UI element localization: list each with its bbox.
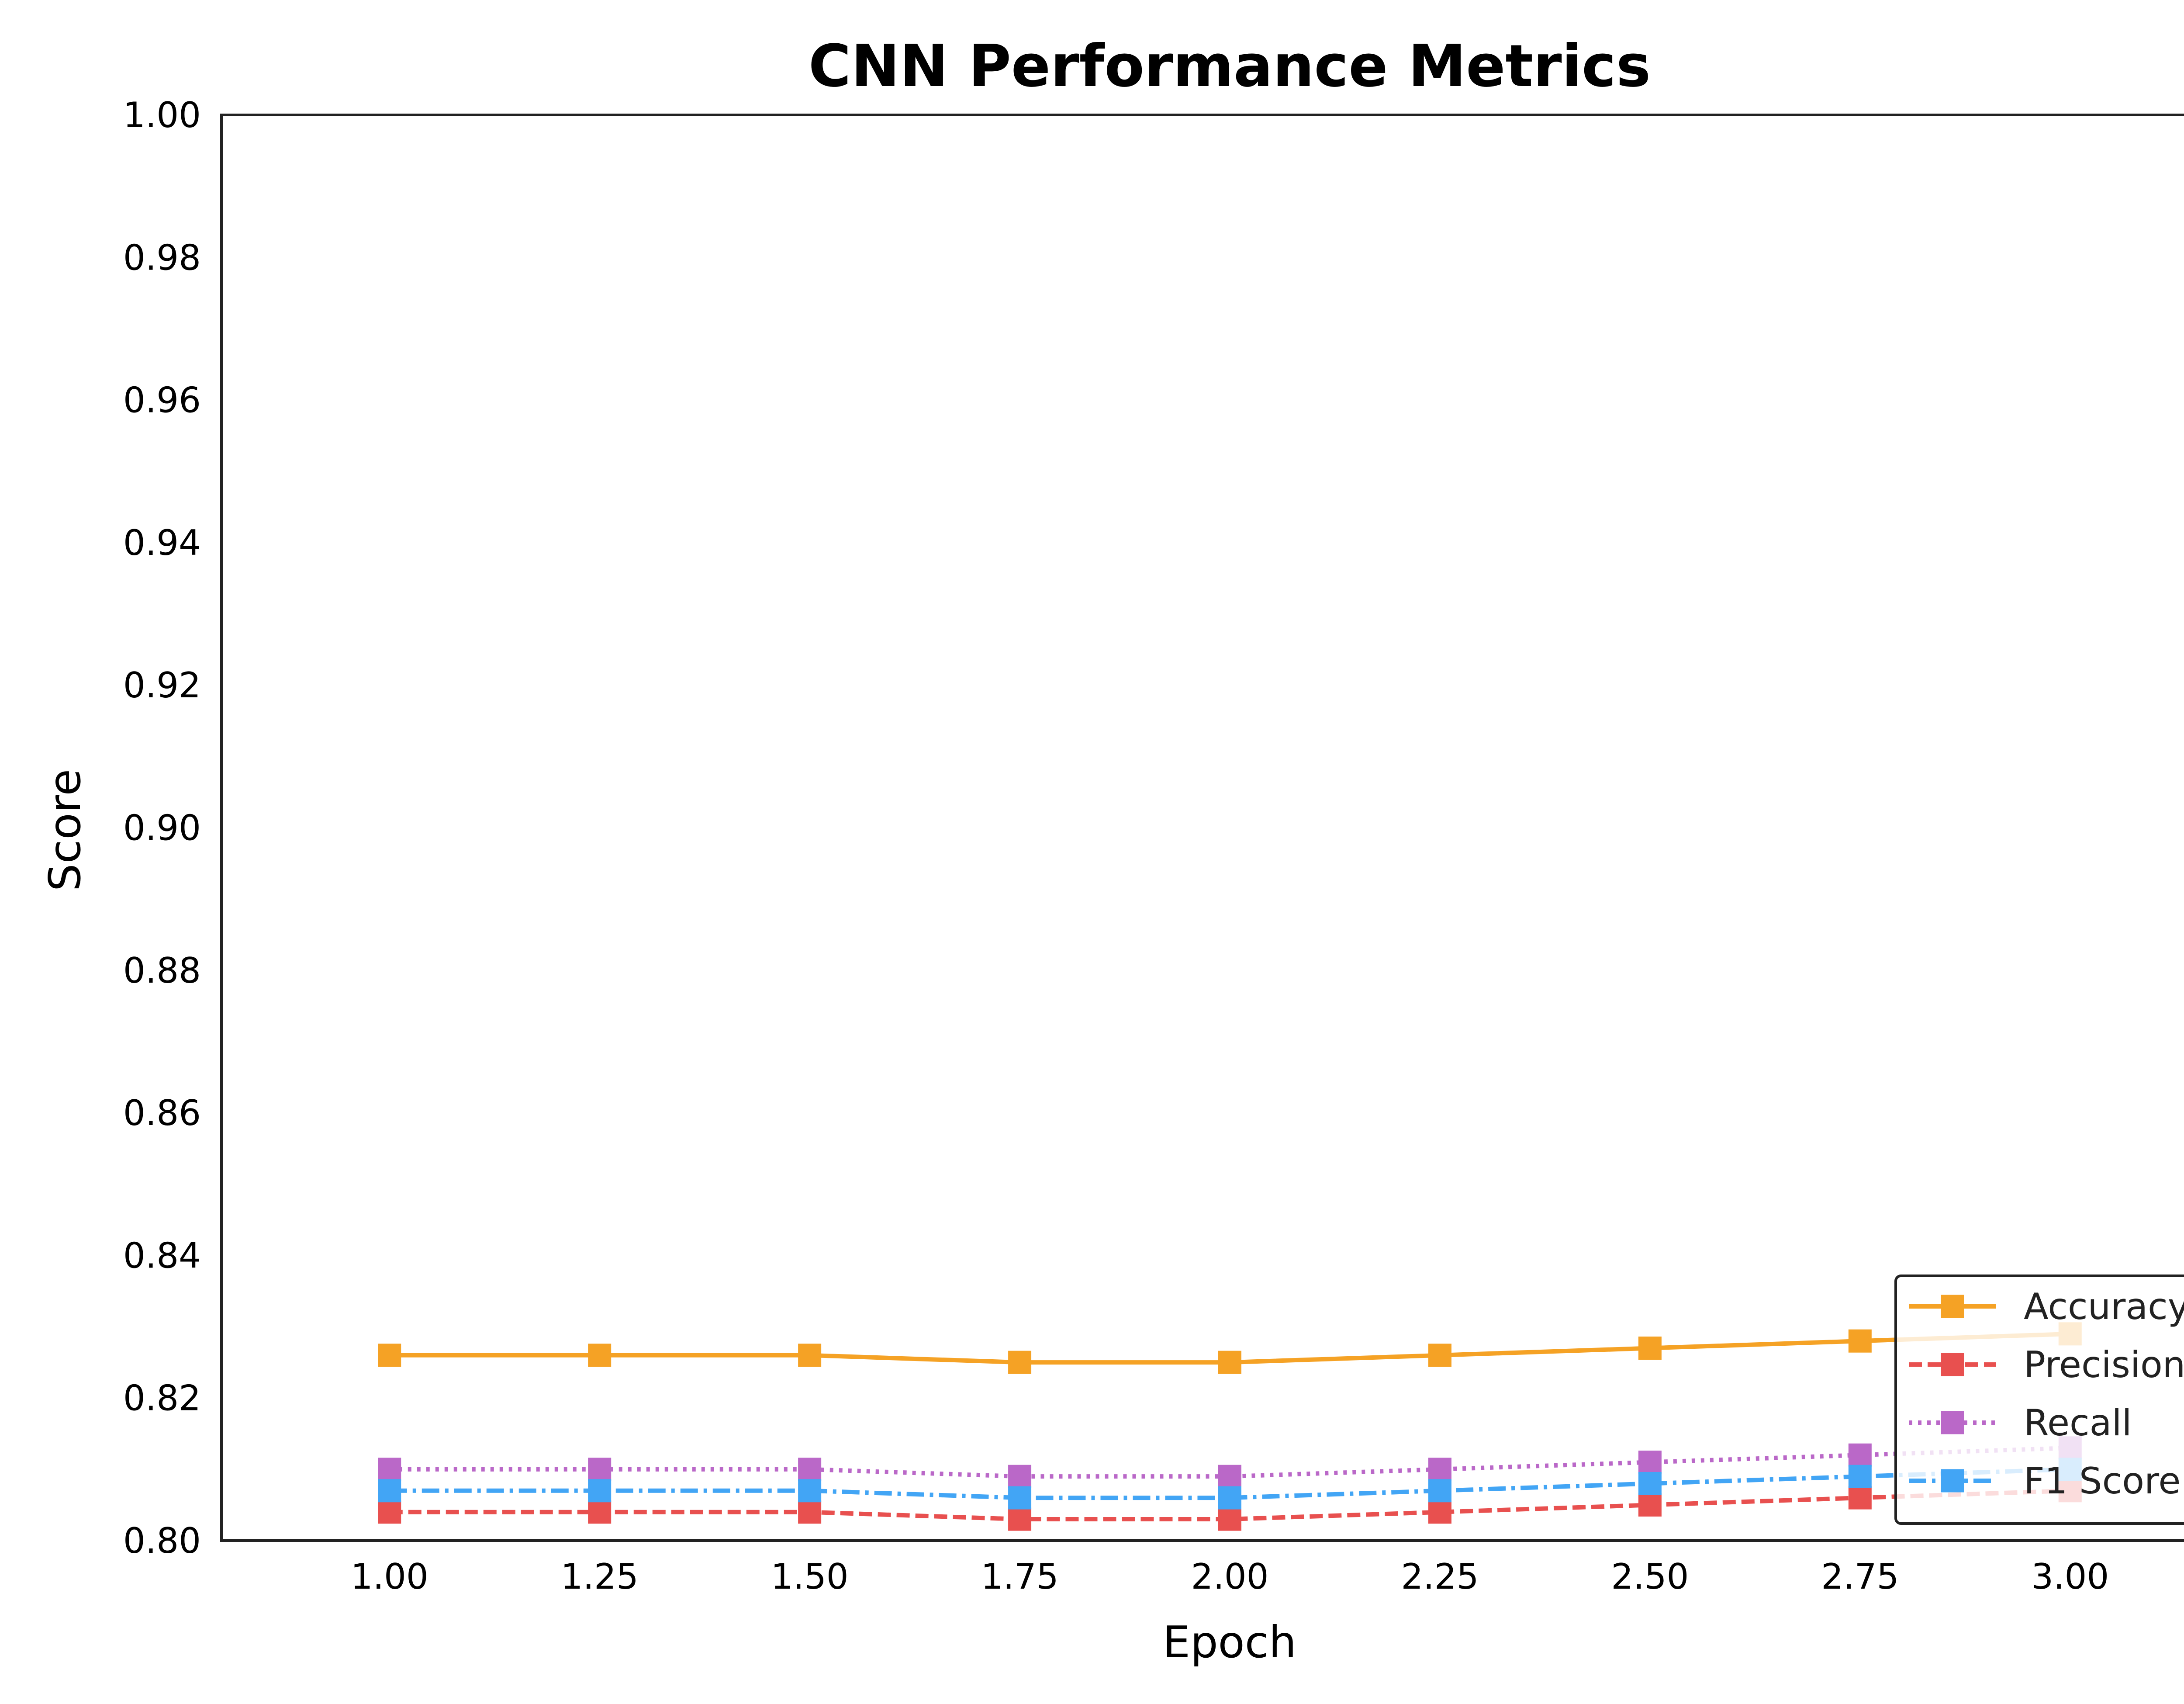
x-tick-label: 2.00 <box>1191 1556 1268 1597</box>
data-point <box>1218 1507 1241 1531</box>
x-tick-label: 1.00 <box>351 1556 429 1597</box>
series-accuracy <box>378 1322 2082 1374</box>
y-tick-label: 1.00 <box>123 95 201 135</box>
y-tick-label: 0.94 <box>123 523 201 563</box>
data-point <box>1008 1465 1032 1488</box>
data-point <box>1848 1443 1872 1467</box>
y-tick-label: 0.92 <box>123 665 201 706</box>
legend: Accuracy Precision Recall F1 Score <box>1894 1275 2184 1525</box>
data-point <box>1848 1329 1872 1353</box>
data-point <box>798 1458 822 1481</box>
data-point <box>378 1344 401 1367</box>
data-point <box>1218 1351 1241 1374</box>
data-point <box>1428 1344 1451 1367</box>
y-axis-label: Score <box>39 769 90 891</box>
data-point <box>1008 1507 1032 1531</box>
data-point <box>378 1500 401 1524</box>
y-tick-label: 0.90 <box>123 808 201 849</box>
y-tick-label: 0.82 <box>123 1378 201 1419</box>
y-tick-label: 0.98 <box>123 237 201 278</box>
y-tick-label: 0.84 <box>123 1235 201 1276</box>
series-precision <box>378 1479 2082 1531</box>
legend-label: Precision <box>2024 1344 2184 1386</box>
legend-item: Recall <box>1909 1402 2132 1444</box>
data-point <box>588 1458 612 1481</box>
legend-item: Accuracy <box>1909 1285 2184 1328</box>
axis-ticks: 1.00 1.25 1.50 1.75 2.00 2.25 2.50 2.75 3.00 0.80… <box>123 95 2109 1597</box>
data-point <box>1848 1486 1872 1510</box>
data-point <box>1638 1493 1662 1517</box>
data-point <box>1638 1336 1662 1360</box>
data-point <box>378 1479 401 1503</box>
y-tick-label: 0.96 <box>123 380 201 421</box>
data-point <box>1428 1458 1451 1481</box>
chart-title: CNN Performance Metrics <box>809 33 1651 100</box>
y-tick-label: 0.86 <box>123 1093 201 1133</box>
x-tick-label: 2.25 <box>1401 1556 1479 1597</box>
legend-item: F1 Score <box>1909 1460 2181 1502</box>
legend-marker <box>1941 1469 1964 1493</box>
data-point <box>1848 1465 1872 1488</box>
legend-box <box>1894 1275 2184 1525</box>
plot-frame <box>220 114 2184 1542</box>
y-tick-label: 0.88 <box>123 950 201 991</box>
data-point <box>588 1500 612 1524</box>
x-tick-label: 2.50 <box>1611 1556 1689 1597</box>
legend-marker <box>1941 1295 1964 1318</box>
legend-marker <box>1941 1353 1964 1376</box>
series-layer <box>378 1322 2082 1531</box>
x-tick-label: 2.75 <box>1821 1556 1899 1597</box>
series-line-precision <box>389 1488 2070 1522</box>
data-point <box>798 1479 822 1503</box>
legend-label: F1 Score <box>2024 1460 2181 1502</box>
x-tick-label: 1.25 <box>561 1556 639 1597</box>
data-point <box>588 1344 612 1367</box>
data-point <box>1008 1486 1032 1510</box>
legend-item: Precision <box>1909 1344 2184 1386</box>
data-point <box>378 1458 401 1481</box>
legend-marker <box>1941 1411 1964 1434</box>
data-point <box>798 1500 822 1524</box>
x-axis-label: Epoch <box>1163 1617 1296 1668</box>
x-tick-label: 1.50 <box>771 1556 849 1597</box>
data-point <box>588 1479 612 1503</box>
data-point <box>1218 1465 1241 1488</box>
data-point <box>1218 1486 1241 1510</box>
data-point <box>1428 1500 1451 1524</box>
data-point <box>1008 1351 1032 1374</box>
y-tick-label: 0.80 <box>123 1520 201 1561</box>
data-point <box>1428 1479 1451 1503</box>
legend-label: Recall <box>2024 1402 2132 1444</box>
data-point <box>1638 1451 1662 1474</box>
x-tick-label: 3.00 <box>2031 1556 2109 1597</box>
data-point <box>1638 1472 1662 1495</box>
data-point <box>798 1344 822 1367</box>
legend-label: Accuracy <box>2024 1285 2184 1328</box>
x-tick-label: 1.75 <box>981 1556 1059 1597</box>
